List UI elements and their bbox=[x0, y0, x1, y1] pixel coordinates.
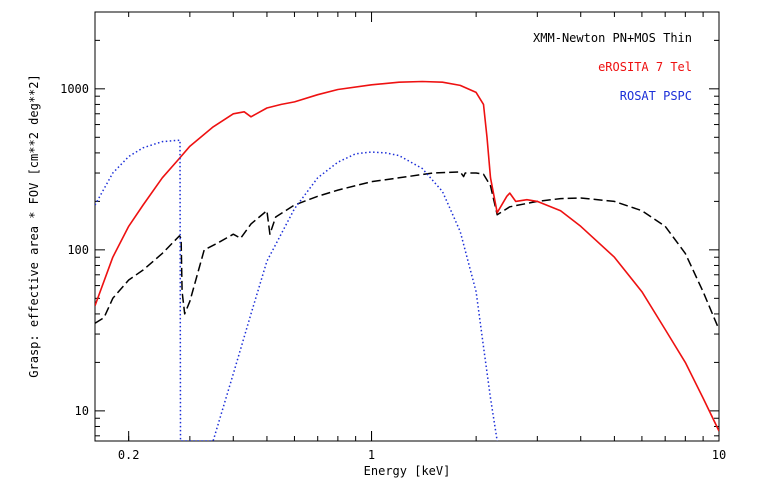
legend-entry: eROSITA 7 Tel bbox=[598, 60, 692, 74]
legend-entry: ROSAT PSPC bbox=[620, 89, 692, 103]
series-layer bbox=[95, 80, 719, 441]
plot-frame bbox=[94, 11, 720, 442]
legend: XMM-Newton PN+MOS Thin eROSITA 7 Tel ROSAT… bbox=[533, 31, 692, 103]
y-axis-ticks: 10 100 1000 bbox=[60, 11, 719, 437]
y-tick-label: 10 bbox=[75, 404, 89, 418]
legend-entry: XMM-Newton PN+MOS Thin bbox=[533, 31, 692, 45]
y-axis-title: Grasp: effective area * FOV [cm**2 deg**… bbox=[27, 74, 41, 377]
series-line-1 bbox=[95, 171, 719, 330]
x-tick-label: 10 bbox=[712, 448, 726, 462]
x-tick-label: 0.2 bbox=[118, 448, 140, 462]
x-tick-label: 1 bbox=[368, 448, 375, 462]
y-tick-label: 100 bbox=[67, 243, 89, 257]
series-line-2 bbox=[95, 80, 719, 432]
series-line-3 bbox=[95, 139, 498, 441]
x-axis-ticks: 0.2 1 10 bbox=[118, 12, 726, 462]
y-tick-label: 1000 bbox=[60, 82, 89, 96]
x-axis-title: Energy [keV] bbox=[364, 464, 451, 478]
